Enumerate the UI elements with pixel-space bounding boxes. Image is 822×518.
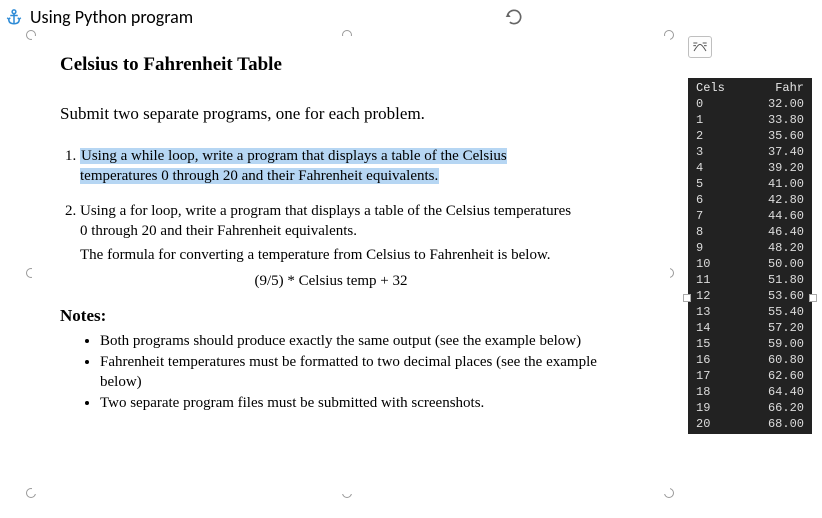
output-row: 20 68.00: [688, 416, 812, 432]
output-row: 12 53.60: [688, 288, 812, 304]
notes-list: Both programs should produce exactly the…: [60, 332, 642, 414]
output-row: 948.20: [688, 240, 812, 256]
output-row: 133.80: [688, 112, 812, 128]
output-fahr-value: 44.60: [768, 208, 804, 224]
output-cels-value: 18: [696, 384, 724, 400]
page-title: Celsius to Fahrenheit Table: [60, 54, 642, 76]
notes-heading: Notes:: [60, 306, 642, 326]
output-fahr-value: 48.20: [768, 240, 804, 256]
output-row: 642.80: [688, 192, 812, 208]
output-fahr-value: 32.00: [768, 96, 804, 112]
output-row: 744.60: [688, 208, 812, 224]
output-row: 541.00: [688, 176, 812, 192]
note-item: Both programs should produce exactly the…: [100, 332, 642, 352]
output-header-row: Cels Fahr: [688, 80, 812, 96]
output-fahr-value: 51.80: [768, 272, 804, 288]
note-item: Fahrenheit temperatures must be formatte…: [100, 353, 642, 392]
output-header-cels: Cels: [696, 80, 725, 96]
output-cels-value: 20: [696, 416, 724, 432]
console-output: Cels Fahr 032.00133.80235.60337.40439.20…: [688, 78, 812, 434]
output-row: 846.40: [688, 224, 812, 240]
output-row: 032.00: [688, 96, 812, 112]
output-header-fahr: Fahr: [775, 80, 804, 96]
output-fahr-value: 35.60: [768, 128, 804, 144]
output-row: 16 60.80: [688, 352, 812, 368]
output-cels-value: 16: [696, 352, 724, 368]
output-body: 032.00133.80235.60337.40439.20541.00642.…: [688, 96, 812, 432]
refresh-icon[interactable]: [503, 6, 525, 28]
output-fahr-value: 37.40: [768, 144, 804, 160]
output-cels-value: 3: [696, 144, 724, 160]
output-cels-value: 2: [696, 128, 724, 144]
output-row: 14 57.20: [688, 320, 812, 336]
problem-item-1: Using a while loop, write a program that…: [80, 146, 642, 187]
output-cels-value: 6: [696, 192, 724, 208]
problem2-subtext: The formula for converting a temperature…: [80, 245, 582, 265]
output-cels-value: 17: [696, 368, 724, 384]
output-fahr-value: 60.80: [768, 352, 804, 368]
output-cels-value: 9: [696, 240, 724, 256]
output-row: 18 64.40: [688, 384, 812, 400]
output-cels-value: 11: [696, 272, 724, 288]
output-fahr-value: 57.20: [768, 320, 804, 336]
output-fahr-value: 68.00: [768, 416, 804, 432]
header-bar: Using Python program: [0, 0, 822, 32]
header-title: Using Python program: [30, 6, 193, 28]
output-fahr-value: 53.60: [768, 288, 804, 304]
layout-options-button[interactable]: [688, 36, 712, 58]
selection-handle[interactable]: [809, 294, 817, 302]
problem2-text: Using a for loop, write a program that d…: [80, 203, 571, 239]
output-fahr-value: 39.20: [768, 160, 804, 176]
output-cels-value: 12: [696, 288, 724, 304]
page-subhead: Submit two separate programs, one for ea…: [60, 104, 642, 124]
output-cels-value: 8: [696, 224, 724, 240]
note-item: Two separate program files must be submi…: [100, 394, 642, 414]
output-fahr-value: 62.60: [768, 368, 804, 384]
output-fahr-value: 46.40: [768, 224, 804, 240]
output-fahr-value: 33.80: [768, 112, 804, 128]
selection-handle[interactable]: [683, 294, 691, 302]
output-row: 337.40: [688, 144, 812, 160]
output-row: 13 55.40: [688, 304, 812, 320]
output-cels-value: 14: [696, 320, 724, 336]
output-fahr-value: 55.40: [768, 304, 804, 320]
output-cels-value: 4: [696, 160, 724, 176]
output-row: 11 51.80: [688, 272, 812, 288]
output-cels-value: 1: [696, 112, 724, 128]
output-row: 10 50.00: [688, 256, 812, 272]
output-fahr-value: 59.00: [768, 336, 804, 352]
document-frame: Celsius to Fahrenheit Table Submit two s…: [32, 36, 670, 494]
output-row: 235.60: [688, 128, 812, 144]
output-row: 15 59.00: [688, 336, 812, 352]
highlighted-text: Using a while loop, write a program that…: [80, 148, 507, 184]
output-cels-value: 15: [696, 336, 724, 352]
anchor-icon: [4, 7, 24, 27]
output-cels-value: 7: [696, 208, 724, 224]
output-fahr-value: 50.00: [768, 256, 804, 272]
formula-text: (9/5) * Celsius temp + 32: [80, 271, 582, 291]
problems-list: Using a while loop, write a program that…: [60, 146, 642, 292]
output-fahr-value: 42.80: [768, 192, 804, 208]
output-row: 439.20: [688, 160, 812, 176]
output-cels-value: 19: [696, 400, 724, 416]
output-fahr-value: 66.20: [768, 400, 804, 416]
output-row: 17 62.60: [688, 368, 812, 384]
output-fahr-value: 41.00: [768, 176, 804, 192]
output-cels-value: 10: [696, 256, 724, 272]
problem-item-2: Using a for loop, write a program that d…: [80, 201, 642, 292]
output-cels-value: 5: [696, 176, 724, 192]
output-cels-value: 13: [696, 304, 724, 320]
output-row: 19 66.20: [688, 400, 812, 416]
output-fahr-value: 64.40: [768, 384, 804, 400]
output-cels-value: 0: [696, 96, 724, 112]
